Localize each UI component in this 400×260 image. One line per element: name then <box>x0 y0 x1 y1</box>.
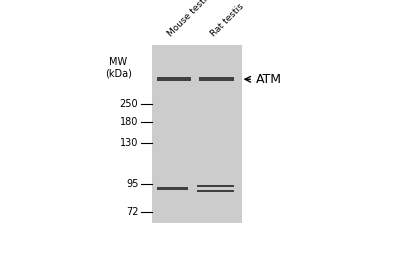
Text: Mouse testis: Mouse testis <box>166 0 213 38</box>
Text: 180: 180 <box>120 117 138 127</box>
Bar <box>199 77 234 81</box>
Bar <box>152 45 242 223</box>
Text: 72: 72 <box>126 207 138 217</box>
Text: MW
(kDa): MW (kDa) <box>105 57 132 79</box>
Text: 250: 250 <box>120 99 138 109</box>
Bar <box>157 187 188 190</box>
Bar <box>197 185 234 187</box>
Text: Rat testis: Rat testis <box>210 2 246 38</box>
Text: ATM: ATM <box>256 73 282 86</box>
Text: 95: 95 <box>126 179 138 189</box>
Bar <box>197 190 234 192</box>
Bar <box>157 77 191 81</box>
Text: 130: 130 <box>120 138 138 148</box>
